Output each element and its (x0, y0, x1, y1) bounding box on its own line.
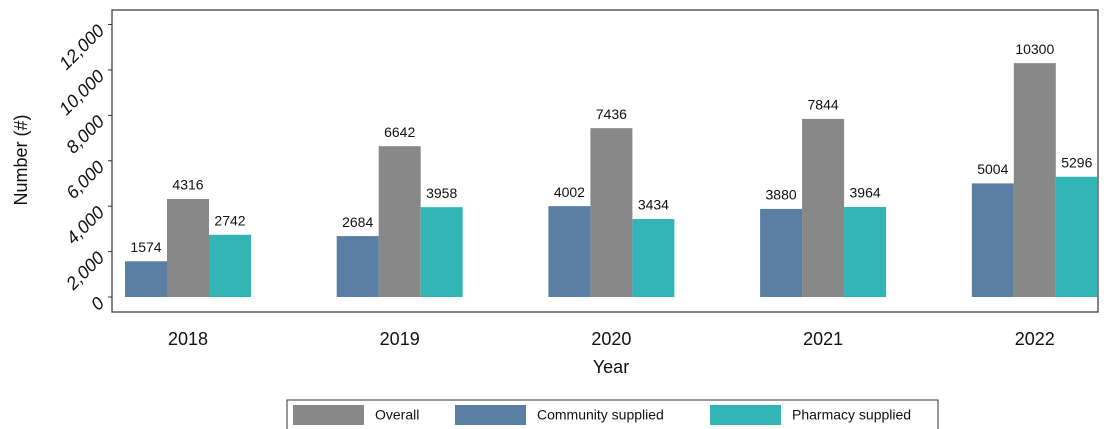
legend-swatch (455, 405, 526, 425)
legend-label: Community supplied (537, 407, 664, 423)
y-tick-label: 4,000 (62, 202, 108, 248)
value-label: 7844 (808, 97, 839, 113)
bar (548, 206, 591, 298)
value-label: 4316 (172, 177, 203, 193)
value-label: 7436 (596, 106, 627, 122)
bar (971, 183, 1014, 298)
y-tick-label: 2,000 (61, 248, 108, 295)
bar (336, 236, 379, 298)
bar (844, 207, 887, 298)
bar (209, 234, 251, 298)
x-axis-title: Year (593, 357, 629, 377)
x-tick-label: 2019 (380, 329, 420, 349)
bar (802, 118, 845, 298)
value-label: 1574 (130, 239, 161, 255)
value-label: 2742 (214, 212, 245, 228)
legend-label: Overall (375, 407, 419, 423)
legend-swatch (710, 405, 781, 425)
x-tick-label: 2020 (591, 329, 631, 349)
bar (760, 208, 803, 298)
y-tick-label: 6,000 (62, 157, 108, 203)
value-label: 3434 (638, 197, 669, 213)
bar (420, 207, 463, 298)
y-tick-label: 0 (87, 293, 108, 314)
bar (125, 261, 167, 298)
value-label: 4002 (554, 184, 585, 200)
y-tick-label: 12,000 (55, 21, 108, 74)
x-tick-label: 2022 (1015, 329, 1055, 349)
y-axis-title: Number (#) (11, 114, 31, 205)
x-tick-label: 2018 (168, 329, 208, 349)
value-label: 10300 (1015, 41, 1054, 57)
value-label: 6642 (384, 124, 415, 140)
y-tick-label: 10,000 (55, 66, 108, 119)
bar (167, 199, 209, 298)
value-label: 3964 (850, 185, 881, 201)
value-label: 5004 (977, 161, 1008, 177)
value-label: 3958 (426, 185, 457, 201)
x-tick-label: 2021 (803, 329, 843, 349)
bar (1055, 176, 1098, 298)
value-label: 2684 (342, 214, 373, 230)
legend-swatch (293, 405, 364, 425)
bar (632, 219, 675, 298)
bar (590, 128, 633, 298)
bar (378, 146, 421, 298)
value-label: 3880 (766, 187, 797, 203)
value-label: 5296 (1061, 154, 1092, 170)
bar (1013, 63, 1056, 298)
legend-label: Pharmacy supplied (792, 407, 911, 423)
legend-box (286, 399, 939, 429)
